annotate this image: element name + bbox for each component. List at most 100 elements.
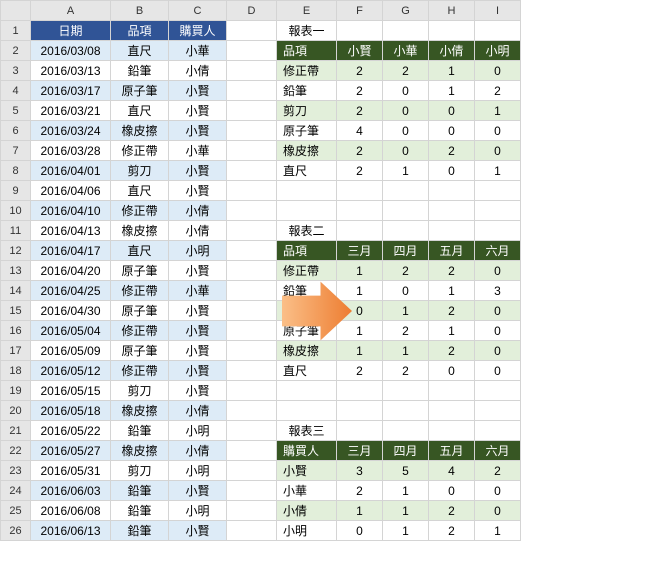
left-cell[interactable]: 橡皮擦 [111,441,169,461]
report-row-label[interactable]: 修正帶 [277,261,337,281]
report-row-label[interactable]: 小賢 [277,461,337,481]
report-value[interactable]: 0 [383,141,429,161]
col-header-F[interactable]: F [337,1,383,21]
left-cell[interactable]: 小賢 [169,341,227,361]
left-cell[interactable]: 小賢 [169,101,227,121]
left-cell[interactable]: 2016/03/13 [31,61,111,81]
report-row-label[interactable]: 小倩 [277,501,337,521]
report-row-label[interactable]: 小明 [277,521,337,541]
report-value[interactable]: 0 [337,301,383,321]
report-row-label[interactable]: 剪刀 [277,301,337,321]
left-cell[interactable]: 直尺 [111,181,169,201]
report-value[interactable]: 1 [383,481,429,501]
report-value[interactable]: 1 [337,341,383,361]
left-cell[interactable]: 小明 [169,421,227,441]
left-cell[interactable]: 直尺 [111,101,169,121]
row-header-21[interactable]: 21 [1,421,31,441]
report-row-label[interactable]: 鉛筆 [277,281,337,301]
report-value[interactable]: 1 [337,281,383,301]
row-header-7[interactable]: 7 [1,141,31,161]
left-cell[interactable]: 2016/04/06 [31,181,111,201]
report-value[interactable]: 2 [475,461,521,481]
report-value[interactable]: 2 [429,261,475,281]
report-value[interactable]: 1 [383,501,429,521]
left-cell[interactable]: 橡皮擦 [111,221,169,241]
col-header-H[interactable]: H [429,1,475,21]
col-header-E[interactable]: E [277,1,337,21]
report-value[interactable]: 2 [337,141,383,161]
left-cell[interactable]: 小賢 [169,381,227,401]
report-value[interactable]: 2 [383,261,429,281]
report-value[interactable]: 1 [337,501,383,521]
left-cell[interactable]: 修正帶 [111,281,169,301]
report-value[interactable]: 2 [383,61,429,81]
report-value[interactable]: 2 [383,321,429,341]
row-header-20[interactable]: 20 [1,401,31,421]
row-header-12[interactable]: 12 [1,241,31,261]
report-value[interactable]: 1 [475,101,521,121]
report-value[interactable]: 5 [383,461,429,481]
report-value[interactable]: 1 [429,281,475,301]
left-cell[interactable]: 2016/05/04 [31,321,111,341]
row-header-18[interactable]: 18 [1,361,31,381]
report-value[interactable]: 2 [429,341,475,361]
left-cell[interactable]: 小明 [169,241,227,261]
report-value[interactable]: 0 [337,521,383,541]
row-header-16[interactable]: 16 [1,321,31,341]
report-value[interactable]: 2 [337,101,383,121]
row-header-6[interactable]: 6 [1,121,31,141]
left-cell[interactable]: 鉛筆 [111,521,169,541]
report-value[interactable]: 0 [475,301,521,321]
report-value[interactable]: 2 [429,501,475,521]
left-cell[interactable]: 2016/04/30 [31,301,111,321]
left-cell[interactable]: 修正帶 [111,321,169,341]
left-cell[interactable]: 小倩 [169,441,227,461]
left-cell[interactable]: 剪刀 [111,381,169,401]
left-cell[interactable]: 小華 [169,281,227,301]
row-header-3[interactable]: 3 [1,61,31,81]
row-header-22[interactable]: 22 [1,441,31,461]
report-value[interactable]: 2 [429,301,475,321]
left-cell[interactable]: 2016/05/18 [31,401,111,421]
report-value[interactable]: 0 [383,101,429,121]
left-cell[interactable]: 2016/03/08 [31,41,111,61]
report-value[interactable]: 2 [337,361,383,381]
left-cell[interactable]: 2016/06/08 [31,501,111,521]
row-header-1[interactable]: 1 [1,21,31,41]
report-value[interactable]: 0 [475,141,521,161]
report-value[interactable]: 0 [383,81,429,101]
left-cell[interactable]: 原子筆 [111,301,169,321]
report-value[interactable]: 0 [383,281,429,301]
col-header-G[interactable]: G [383,1,429,21]
report-value[interactable]: 1 [429,61,475,81]
left-cell[interactable]: 小華 [169,41,227,61]
left-cell[interactable]: 2016/06/13 [31,521,111,541]
report-value[interactable]: 4 [429,461,475,481]
left-cell[interactable]: 修正帶 [111,201,169,221]
left-cell[interactable]: 直尺 [111,41,169,61]
left-cell[interactable]: 小賢 [169,121,227,141]
left-cell[interactable]: 小賢 [169,361,227,381]
report-row-label[interactable]: 剪刀 [277,101,337,121]
report-row-label[interactable]: 原子筆 [277,321,337,341]
row-header-5[interactable]: 5 [1,101,31,121]
report-row-label[interactable]: 直尺 [277,161,337,181]
report-value[interactable]: 0 [429,101,475,121]
left-cell[interactable]: 鉛筆 [111,481,169,501]
report-value[interactable]: 1 [429,321,475,341]
left-cell[interactable]: 小華 [169,141,227,161]
left-cell[interactable]: 剪刀 [111,461,169,481]
left-cell[interactable]: 2016/04/13 [31,221,111,241]
report-value[interactable]: 1 [383,161,429,181]
left-cell[interactable]: 2016/03/21 [31,101,111,121]
left-cell[interactable]: 2016/05/27 [31,441,111,461]
row-header-11[interactable]: 11 [1,221,31,241]
report-value[interactable]: 2 [383,361,429,381]
row-header-25[interactable]: 25 [1,501,31,521]
report-value[interactable]: 0 [475,121,521,141]
left-cell[interactable]: 2016/05/22 [31,421,111,441]
report-value[interactable]: 1 [383,521,429,541]
row-header-23[interactable]: 23 [1,461,31,481]
left-cell[interactable]: 小賢 [169,81,227,101]
left-cell[interactable]: 小賢 [169,261,227,281]
